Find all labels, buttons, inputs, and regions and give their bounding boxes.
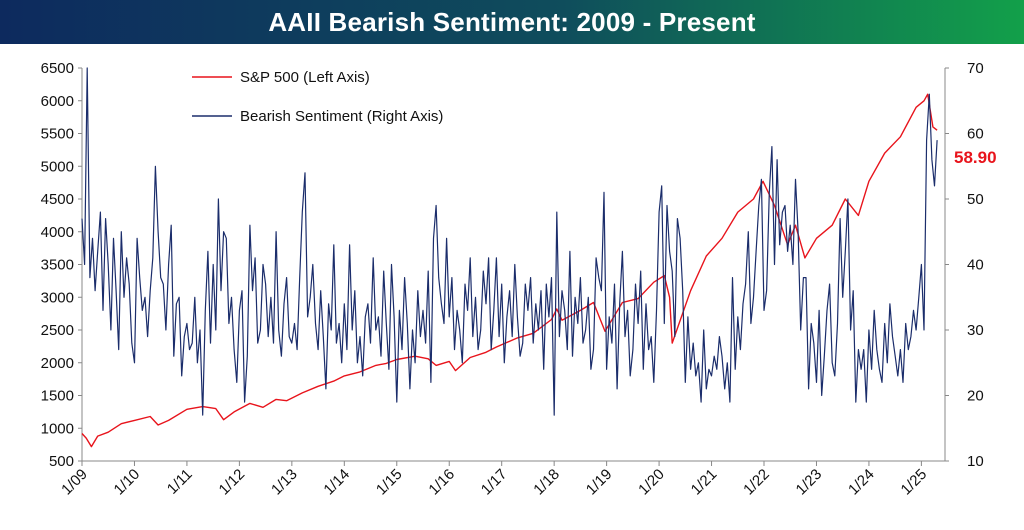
right-tick-label: 50 <box>967 191 984 208</box>
x-tick-label: 1/18 <box>530 466 563 499</box>
x-axis-ticks: 1/09 1/10 1/11 1/12 1/13 1/14 1/15 1/16 1/17 1/18… <box>58 461 930 498</box>
right-tick-label: 20 <box>967 388 984 405</box>
x-tick-label: 1/19 <box>583 466 616 499</box>
legend: S&P 500 (Left Axis) Bearish Sentiment (R… <box>192 69 443 125</box>
left-tick-label: 5500 <box>41 126 74 143</box>
right-axis-ticks: 10 20 30 40 50 60 70 <box>945 60 984 470</box>
left-axis-ticks: 500 1000 1500 2000 2500 3000 3500 4000 4500 5000 5… <box>41 60 82 470</box>
x-tick-label: 1/16 <box>425 466 458 499</box>
left-tick-label: 4500 <box>41 191 74 208</box>
right-tick-label: 30 <box>967 322 984 339</box>
x-tick-label: 1/12 <box>216 466 249 499</box>
last-value-label: 58.90 <box>954 148 997 167</box>
left-tick-label: 1000 <box>41 420 74 437</box>
series-layer <box>81 67 938 448</box>
right-tick-label: 70 <box>967 60 984 77</box>
x-tick-label: 1/22 <box>740 466 773 499</box>
left-tick-label: 6000 <box>41 93 74 110</box>
x-tick-label: 1/21 <box>688 466 721 499</box>
left-tick-label: 1500 <box>41 388 74 405</box>
sp500-line <box>81 93 938 448</box>
x-tick-label: 1/17 <box>478 466 511 499</box>
right-tick-label: 40 <box>967 257 984 274</box>
x-tick-label: 1/24 <box>845 466 878 499</box>
axes-group <box>81 68 946 462</box>
x-tick-label: 1/14 <box>320 466 353 499</box>
x-tick-label: 1/13 <box>268 466 301 499</box>
x-tick-label: 1/09 <box>58 466 91 499</box>
x-tick-label: 1/25 <box>898 466 931 499</box>
x-tick-label: 1/15 <box>373 466 406 499</box>
left-tick-label: 3000 <box>41 289 74 306</box>
x-tick-label: 1/23 <box>793 466 826 499</box>
right-tick-label: 60 <box>967 126 984 143</box>
title-banner: AAII Bearish Sentiment: 2009 - Present <box>0 0 1024 44</box>
chart-title: AAII Bearish Sentiment: 2009 - Present <box>268 6 756 37</box>
left-tick-label: 5000 <box>41 158 74 175</box>
left-tick-label: 6500 <box>41 60 74 77</box>
left-tick-label: 3500 <box>41 257 74 274</box>
left-tick-label: 500 <box>49 453 74 470</box>
left-tick-label: 2000 <box>41 355 74 372</box>
x-tick-label: 1/20 <box>635 466 668 499</box>
legend-label-sp500: S&P 500 (Left Axis) <box>240 69 370 86</box>
right-tick-label: 10 <box>967 453 984 470</box>
left-tick-label: 4000 <box>41 224 74 241</box>
x-tick-label: 1/11 <box>164 466 196 498</box>
left-tick-label: 2500 <box>41 322 74 339</box>
legend-label-bearish: Bearish Sentiment (Right Axis) <box>240 108 443 125</box>
x-tick-label: 1/10 <box>111 466 144 499</box>
bearish-sentiment-line <box>81 67 938 416</box>
